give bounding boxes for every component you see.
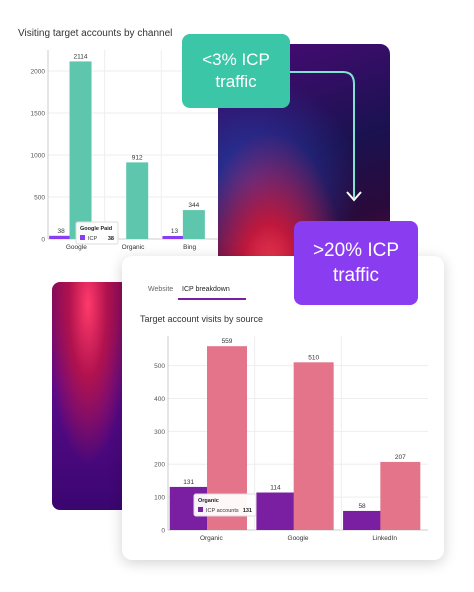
data-label: 912 (132, 154, 143, 161)
tooltip-label: ICP (88, 236, 98, 242)
data-label: 38 (58, 228, 66, 235)
data-label: 13 (171, 228, 179, 235)
data-label: 2114 (74, 53, 88, 60)
y-tick-label: 100 (154, 495, 165, 502)
y-tick-label: 2000 (31, 69, 46, 76)
x-tick-label: Google (288, 535, 309, 542)
data-label: 559 (222, 338, 233, 345)
y-tick-label: 1500 (31, 111, 46, 118)
bar-icp (49, 235, 74, 239)
channel-bar-chart: 0 500 1000 1500 2000 38 2114 Google 912 Organic 13… (31, 50, 218, 251)
chart1-title: Visiting target accounts by channel (18, 28, 173, 39)
data-label: 510 (308, 354, 319, 361)
bar-icp (256, 492, 295, 530)
callout-high-line-1: >20% ICP (312, 240, 400, 261)
tooltip-value: 131 (243, 508, 252, 514)
y-tick-label: 400 (154, 396, 165, 403)
data-label: 58 (358, 503, 366, 510)
bar-icp (162, 236, 187, 239)
high-icp-traffic-callout: >20% ICP traffic (294, 221, 418, 305)
tooltip-box (75, 221, 119, 245)
y-tick-label: 1000 (31, 153, 46, 160)
y-tick-label: 0 (161, 528, 165, 535)
callout-low-line-2: traffic (215, 72, 257, 91)
bar-total (126, 162, 149, 239)
bar-total (293, 362, 334, 530)
y-tick-label: 500 (154, 363, 165, 370)
x-tick-label: Bing (183, 244, 196, 251)
data-label: 114 (270, 485, 281, 492)
y-tick-label: 500 (34, 195, 45, 202)
data-label: 207 (395, 454, 406, 461)
tooltip-value: 38 (108, 236, 114, 242)
x-tick-label: Organic (122, 244, 146, 251)
data-label: 131 (183, 479, 194, 486)
data-label: 344 (188, 202, 199, 209)
tooltip-label: ICP accounts (206, 508, 239, 514)
tooltip-title: Google Paid (80, 226, 112, 232)
bar-total (182, 210, 205, 239)
x-tick-label: LinkedIn (372, 535, 397, 542)
tab-icp-breakdown[interactable]: ICP breakdown (182, 286, 230, 293)
bar-total (69, 61, 92, 240)
callout-high-line-2: traffic (332, 265, 380, 286)
x-tick-label: Organic (200, 535, 224, 542)
active-tab-indicator (178, 298, 246, 300)
x-tick-label: Google (66, 244, 87, 251)
callout-low-line-1: <3% ICP (202, 50, 270, 69)
icp-breakdown-card: Website ICP breakdown Target account vis… (122, 256, 444, 560)
tooltip-swatch (198, 507, 203, 512)
y-tick-label: 0 (41, 237, 45, 244)
y-tick-label: 300 (154, 429, 165, 436)
chart2-title: Target account visits by source (140, 314, 264, 324)
tooltip-title: Organic (198, 498, 219, 504)
source-bar-chart: 0 100 200 300 400 500 131 559 Organic 114 510 Googl… (154, 336, 428, 542)
bar-icp (343, 510, 382, 530)
tab-website[interactable]: Website (148, 286, 174, 293)
tooltip-box (193, 493, 257, 517)
chart-tooltip: Organic ICP accounts 131 (193, 493, 257, 517)
chart-tooltip: Google Paid ICP 38 (75, 221, 119, 245)
low-icp-traffic-callout: <3% ICP traffic (182, 34, 290, 108)
bar-total (380, 461, 421, 530)
y-tick-label: 200 (154, 462, 165, 469)
tooltip-swatch (80, 235, 85, 240)
